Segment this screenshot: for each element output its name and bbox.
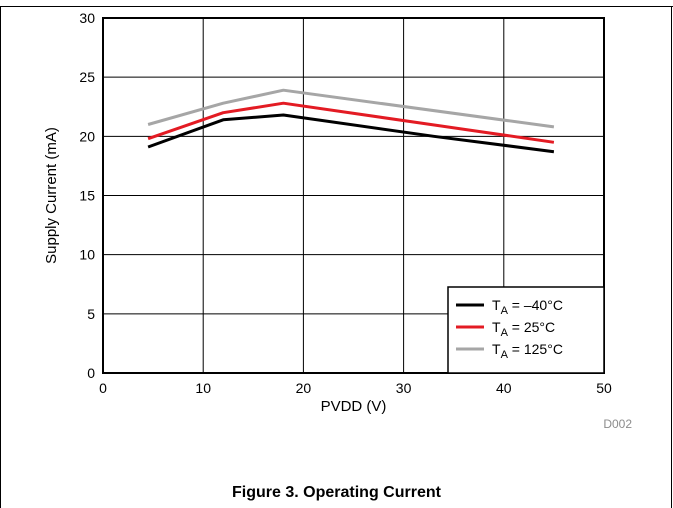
tick-labels: 0 10 20 30 40 50 0 5 10 15 20 25 30 xyxy=(79,10,612,396)
legend-entry: TA = 25°C xyxy=(492,319,555,339)
y-tick-label: 10 xyxy=(79,247,95,263)
plot-area-border xyxy=(102,17,605,374)
series-lines xyxy=(147,88,555,154)
y-tick-label: 20 xyxy=(79,128,95,144)
y-axis-label: Supply Current (mA) xyxy=(43,127,60,264)
legend-entry: TA = –40°C xyxy=(492,297,563,317)
x-tick-label: 40 xyxy=(496,380,512,396)
x-tick-label: 50 xyxy=(596,380,612,396)
x-tick-label: 30 xyxy=(396,380,412,396)
series-line xyxy=(147,113,555,154)
left-rule xyxy=(0,6,1,508)
legend-box xyxy=(447,286,605,374)
legend: TA = –40°CTA = 25°CTA = 125°C xyxy=(447,286,605,374)
x-tick-label: 20 xyxy=(296,380,312,396)
y-tick-label: 15 xyxy=(79,188,95,204)
y-tick-label: 0 xyxy=(87,365,95,381)
right-rule xyxy=(671,6,672,508)
x-tick-label: 0 xyxy=(99,380,107,396)
y-tick-label: 25 xyxy=(79,69,95,85)
top-rule xyxy=(0,6,673,7)
y-tick-label: 5 xyxy=(87,306,95,322)
y-tick-label: 30 xyxy=(79,10,95,26)
x-tick-label: 10 xyxy=(195,380,211,396)
x-axis-label: PVDD (V) xyxy=(321,398,387,415)
figure-caption: Figure 3. Operating Current xyxy=(232,484,441,501)
legend-entry: TA = 125°C xyxy=(492,341,563,361)
series-line xyxy=(147,101,555,144)
operating-current-chart: 0 10 20 30 40 50 0 5 10 15 20 25 30 PVDD (V) Supply … xyxy=(43,10,632,431)
figure-code: D002 xyxy=(603,417,632,431)
series-line xyxy=(147,88,555,129)
